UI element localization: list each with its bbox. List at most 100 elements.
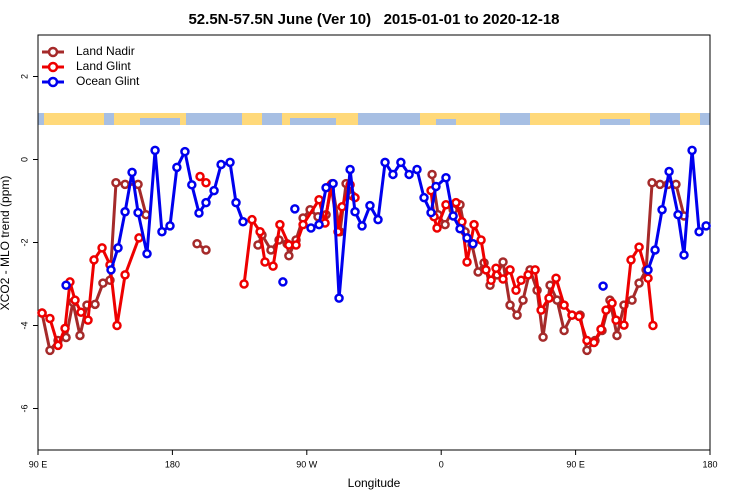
series-point (97, 243, 107, 253)
series-point (275, 219, 285, 230)
series-point (45, 313, 55, 324)
series-point (634, 278, 644, 288)
y-tick-label: -2 (19, 238, 29, 246)
legend-marker (47, 46, 59, 58)
series-point (441, 199, 451, 210)
x-tick-label: 90 E (566, 459, 585, 469)
series-point (321, 182, 331, 193)
series-point (679, 250, 689, 260)
series-point (306, 223, 316, 233)
series-point (518, 295, 528, 305)
series-point (238, 217, 248, 227)
y-tick-label: 2 (19, 74, 29, 79)
series-point (511, 285, 521, 295)
x-tick-label: 180 (702, 459, 717, 469)
series-point (53, 340, 63, 351)
series-point (278, 277, 288, 287)
series-point (512, 310, 522, 320)
series-point (337, 202, 347, 212)
series-point (598, 281, 608, 291)
series-line (40, 174, 686, 352)
series-point (530, 265, 540, 275)
series-point (350, 207, 360, 217)
series-point (448, 211, 458, 221)
x-axis-label: Longitude (348, 476, 401, 490)
series-point (298, 219, 308, 230)
series-point (314, 195, 324, 205)
series-point (345, 164, 355, 175)
series-point (60, 323, 70, 334)
series-point (673, 209, 683, 220)
series-point (260, 257, 270, 267)
series-point (268, 261, 278, 271)
series-point (157, 226, 167, 237)
series-point (627, 295, 637, 305)
series-point (505, 265, 515, 275)
legend-label: Land Glint (76, 59, 131, 73)
series-point (626, 255, 636, 265)
series-point (404, 169, 414, 180)
series-point (120, 270, 130, 280)
series-point (431, 181, 441, 192)
series-point (201, 245, 211, 255)
series-point (187, 180, 197, 190)
series-point (75, 330, 85, 341)
legend-marker (47, 76, 59, 88)
series-point (643, 265, 653, 275)
series-point (701, 221, 711, 231)
series-point (612, 330, 622, 341)
series-point (657, 204, 667, 215)
series-point (468, 238, 478, 249)
x-tick-label: 90 W (296, 459, 318, 469)
series-point (150, 145, 160, 156)
series-point (70, 295, 80, 305)
series-point (113, 243, 123, 253)
series-point (201, 177, 211, 188)
series-point (112, 320, 122, 331)
series-point (455, 224, 465, 234)
series-point (231, 197, 241, 208)
series-point (687, 145, 697, 156)
series-point (290, 204, 300, 214)
series-point (225, 157, 235, 168)
series-point (127, 167, 137, 178)
y-tick-label: -4 (19, 321, 29, 329)
series-point (201, 197, 211, 208)
legend-label: Land Nadir (76, 44, 135, 58)
series-point (133, 207, 143, 218)
y-axis-label: XCO2 - MLO trend (ppm) (0, 176, 12, 311)
series-point (498, 274, 508, 284)
series-point (432, 223, 442, 233)
series-point (134, 233, 144, 243)
series-point (655, 179, 665, 190)
series-point (357, 221, 367, 231)
x-tick-label: 180 (165, 459, 180, 469)
x-tick-label: 0 (439, 459, 444, 469)
series-point (596, 324, 606, 334)
series-point (334, 293, 344, 303)
series-point (284, 251, 294, 261)
series-point (172, 162, 182, 173)
series-point (607, 298, 617, 308)
series-point (498, 257, 508, 267)
series-point (314, 219, 324, 230)
series-point (486, 275, 496, 286)
series-point (266, 245, 276, 255)
series-point (601, 305, 611, 315)
series-point (476, 235, 486, 245)
series-point (291, 240, 301, 250)
land-ocean-strip (38, 113, 710, 125)
series-point (664, 166, 674, 177)
series-point (516, 275, 526, 286)
series-point (120, 179, 130, 190)
series-point (694, 226, 704, 237)
series-point (643, 273, 653, 283)
series-point (328, 178, 338, 189)
series-point (648, 320, 658, 331)
series-point (194, 208, 204, 218)
series-point (142, 248, 152, 259)
series-point (83, 315, 93, 325)
series-point (37, 308, 47, 318)
series-point (469, 219, 479, 230)
series-point (451, 197, 461, 208)
